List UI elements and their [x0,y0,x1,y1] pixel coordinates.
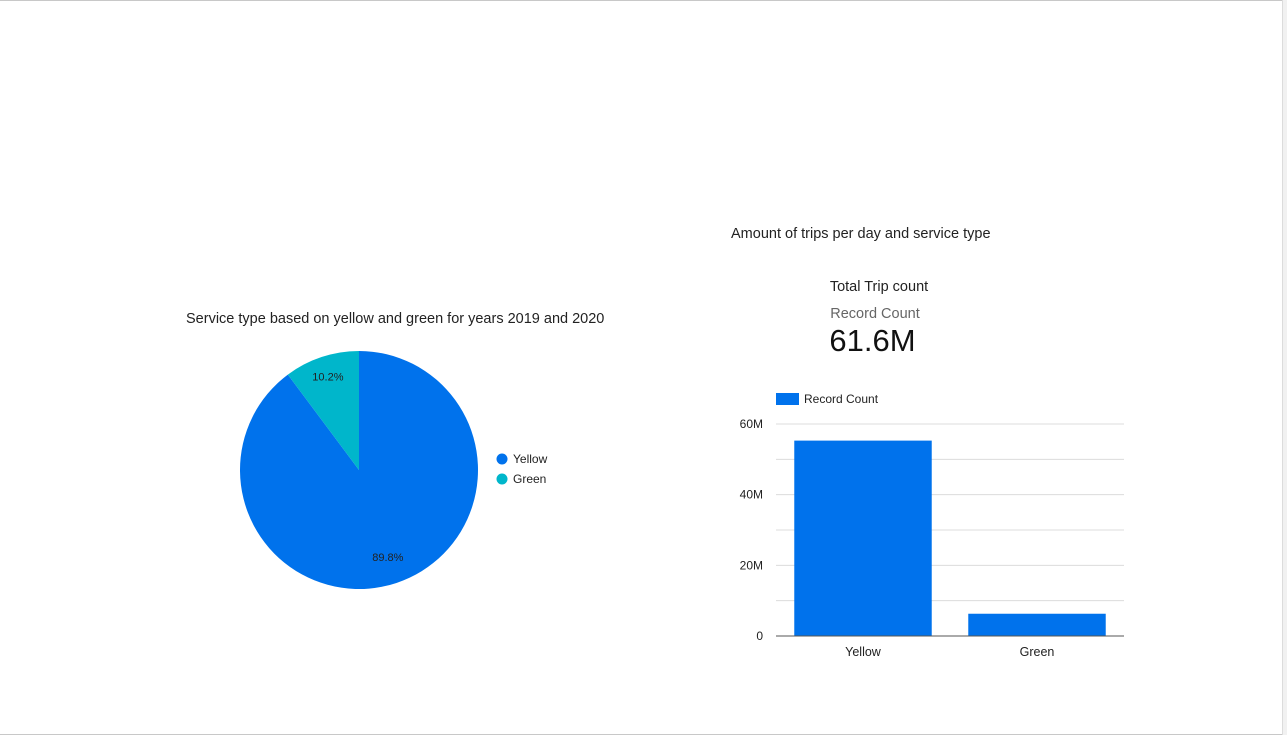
bar-yellow[interactable] [794,440,932,636]
scorecard-title: Total Trip count [829,279,929,295]
pie-legend-label-green: Green [513,472,546,486]
pie-slice-green[interactable] [287,351,359,470]
x-tick-label-yellow: Yellow [845,645,882,659]
bar-chart-title: Amount of trips per day and service type [731,226,991,242]
pie-slice-label-yellow: 89.8% [372,552,403,564]
scorecard-metric-label: Record Count [830,306,920,322]
y-tick-label: 0 [756,629,763,643]
vertical-scrollbar[interactable] [1282,0,1287,735]
scorecard-value: 61.6M [829,323,916,358]
pie-slice-label-green: 10.2% [312,371,343,383]
pie-legend-swatch-green [496,473,508,485]
pie-legend-label-yellow: Yellow [513,452,548,466]
x-tick-label-green: Green [1020,645,1055,659]
bar-legend-label: Record Count [804,392,879,406]
pie-legend-swatch-yellow [496,453,508,465]
pie-chart-title: Service type based on yellow and green f… [186,311,605,327]
y-tick-label: 60M [740,417,763,431]
bar-legend-swatch [776,393,799,405]
y-tick-label: 40M [740,488,763,502]
y-tick-label: 20M [740,558,763,572]
bar-green[interactable] [968,613,1106,636]
